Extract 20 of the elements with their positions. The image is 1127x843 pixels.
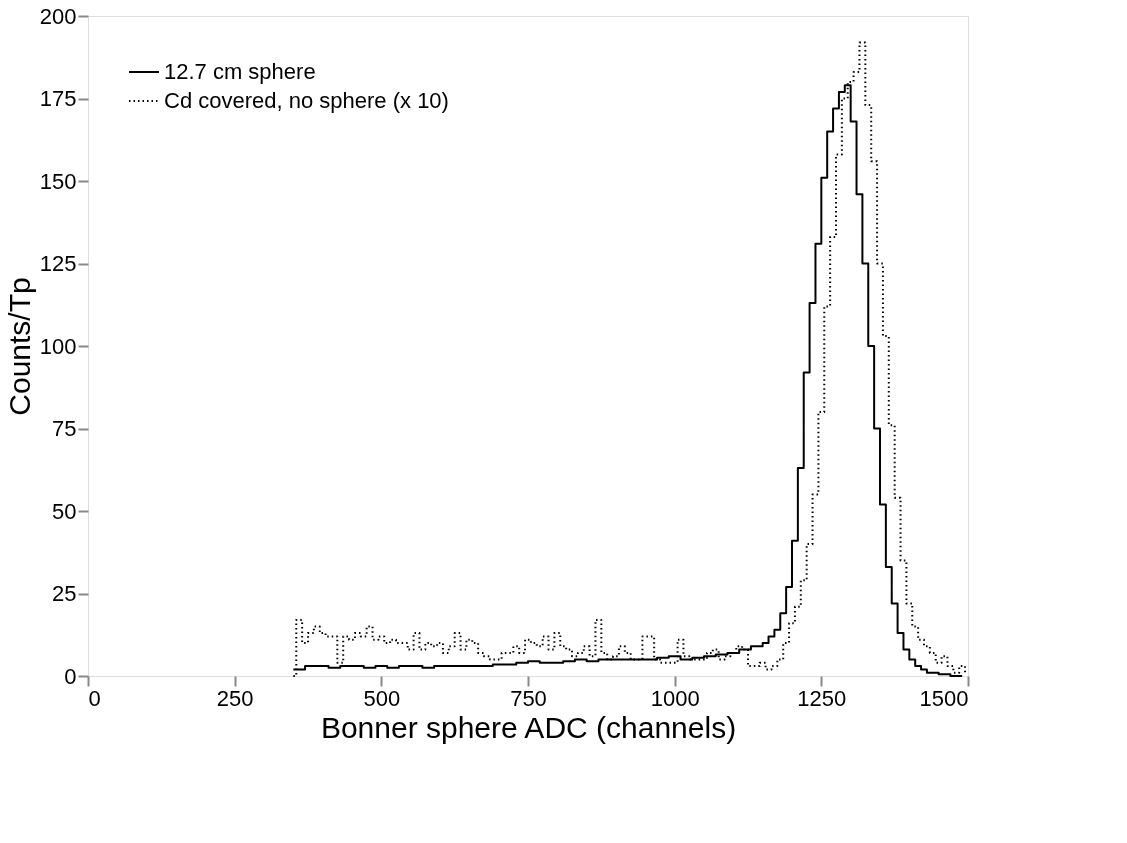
x-tick-label: 0 [88, 685, 101, 711]
y-tick-label: 150 [39, 168, 77, 194]
x-tick-label: 1250 [797, 685, 847, 711]
y-tick-label: 175 [39, 86, 77, 111]
x-axis-title: Bonner sphere ADC (channels) [320, 710, 737, 744]
x-tick-label: 250 [216, 685, 254, 711]
x-tick-label: 500 [363, 685, 401, 711]
y-axis-title: Counts/Tp [2, 277, 36, 416]
y-tick-label: 0 [64, 663, 77, 689]
x-tick-label: 1000 [650, 685, 700, 711]
legend-label: Cd covered, no sphere (x 10) [164, 88, 449, 113]
x-tick-label: 750 [510, 685, 547, 711]
y-tick-label: 100 [39, 333, 77, 359]
y-tick-label: 25 [52, 581, 77, 606]
x-tick-label: 1500 [919, 685, 969, 711]
y-tick-label: 75 [52, 416, 77, 441]
y-tick-label: 200 [39, 3, 77, 29]
y-tick-label: 125 [39, 251, 77, 276]
y-tick-label: 50 [52, 498, 77, 524]
legend-label: 12.7 cm sphere [164, 59, 316, 84]
